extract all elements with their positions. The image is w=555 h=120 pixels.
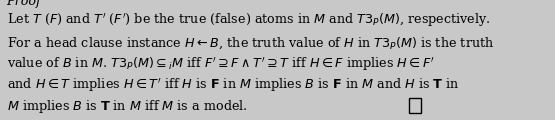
Text: For a head clause instance $H \leftarrow B$, the truth value of $H$ in $T3_P(M)$: For a head clause instance $H \leftarrow… bbox=[7, 36, 494, 51]
Text: $M$ implies $B$ is $\mathbf{T}$ in $M$ iff $M$ is a model.: $M$ implies $B$ is $\mathbf{T}$ in $M$ i… bbox=[7, 98, 248, 115]
Text: and $H \in T$ implies $H \in T'$ iff $H$ is $\mathbf{F}$ in $M$ implies $B$ is $: and $H \in T$ implies $H \in T'$ iff $H$… bbox=[7, 77, 459, 94]
Text: Let $T$ ($F$) and $T'$ ($F'$) be the true (false) atoms in $M$ and $T3_P(M)$, re: Let $T$ ($F$) and $T'$ ($F'$) be the tru… bbox=[7, 12, 490, 29]
Text: value of $B$ in $M$. $T3_P(M) \subseteq_i M$ iff $F' \supseteq F \wedge T' \sups: value of $B$ in $M$. $T3_P(M) \subseteq_… bbox=[7, 55, 435, 73]
Bar bbox=[409, 98, 421, 113]
Text: Proof: Proof bbox=[7, 0, 42, 8]
